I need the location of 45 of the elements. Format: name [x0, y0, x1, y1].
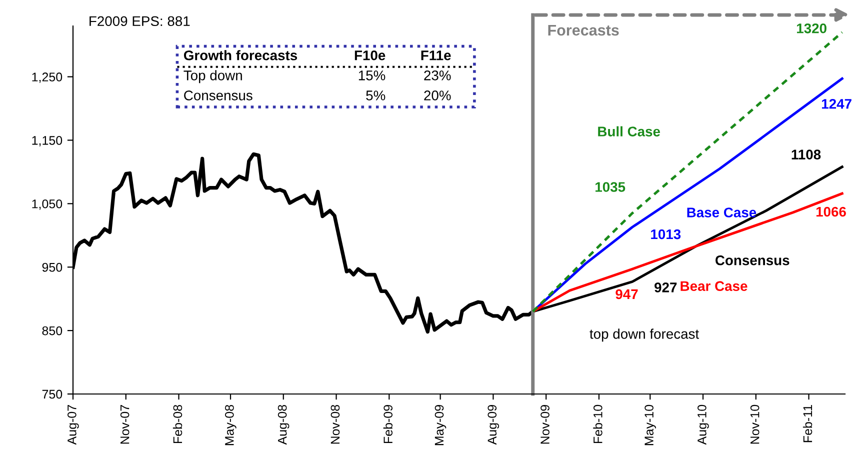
x-tick-label: Aug-10: [698, 404, 709, 445]
annotation: F10e: [354, 50, 386, 60]
x-tick-label: Aug-09: [488, 405, 500, 445]
y-tick-label: 950: [42, 262, 62, 272]
x-tick-label: Feb-11: [802, 405, 812, 442]
annotation: 23%: [424, 70, 451, 80]
text: Bull Case: [598, 126, 660, 136]
annotation: Consensus: [184, 90, 252, 100]
x-tick-label: Nov-09: [540, 405, 550, 444]
series-label: Bear Case: [680, 281, 748, 292]
annotation: Top down: [184, 70, 242, 84]
data-label: 927: [654, 282, 677, 292]
x-tick-label: May-08: [225, 404, 236, 446]
annotation: 15%: [358, 70, 386, 80]
annotation: 5%: [366, 90, 386, 100]
data-label: 947: [616, 289, 638, 300]
x-tick-label: Feb-08: [172, 404, 182, 443]
data-label: 1066: [816, 206, 846, 217]
data-label: 1108: [792, 150, 821, 160]
data-label: 1035: [596, 182, 626, 192]
y-tick-label: 750: [42, 390, 62, 399]
x-tick-label: May-09: [434, 405, 446, 446]
data-label: 1320: [797, 23, 826, 34]
x-tick-label: Nov-08: [330, 404, 340, 444]
x-tick-label: Feb-09: [383, 405, 393, 443]
annotation: 20%: [424, 90, 451, 100]
data-label: 1247: [822, 98, 852, 109]
annotation: top down forecast: [590, 328, 699, 342]
x-tick-label: Feb-10: [593, 404, 602, 443]
x-tick-label: Aug-07: [68, 405, 79, 445]
annotation: F11e: [421, 50, 451, 60]
x-tick-label: Nov-07: [120, 405, 130, 444]
y-tick-label: 1,150: [32, 136, 62, 146]
y-tick-label: 1,250: [32, 72, 62, 83]
series-label: Base Case: [687, 208, 756, 218]
y-tick-label: 1,050: [32, 199, 62, 210]
annotation: F2009 EPS: 881: [90, 16, 190, 26]
x-tick-label: Aug-08: [278, 404, 290, 445]
y-tick-label: 850: [42, 326, 62, 336]
ref-line-label: Forecasts: [548, 24, 619, 36]
x-tick-label: Nov-10: [750, 404, 760, 444]
series-label: Consensus: [716, 255, 790, 266]
x-tick-label: May-10: [644, 404, 656, 446]
data-label: 1013: [651, 229, 681, 240]
annotation: Growth forecasts: [184, 50, 298, 60]
